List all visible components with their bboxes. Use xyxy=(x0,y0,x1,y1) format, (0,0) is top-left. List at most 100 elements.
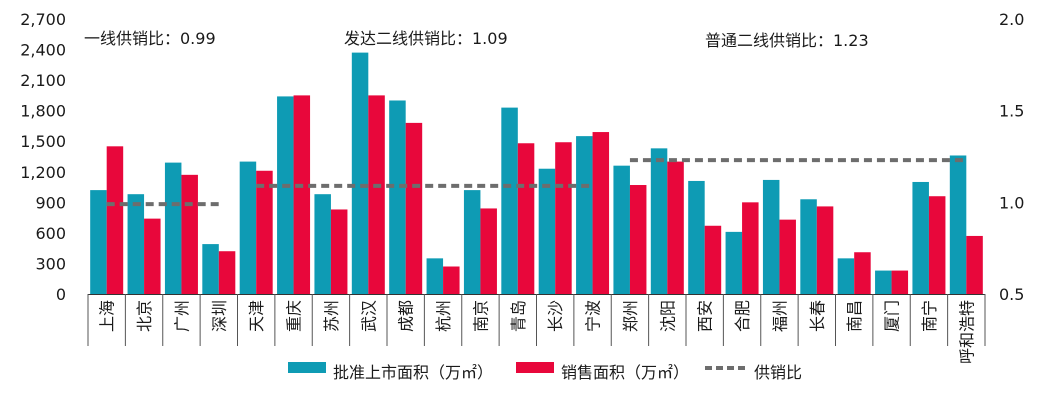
bars xyxy=(90,52,983,295)
category-label: 沈阳 xyxy=(658,300,677,332)
bar-approved xyxy=(90,190,107,294)
category-label: 广州 xyxy=(172,300,191,332)
y-left-tick-label: 300 xyxy=(35,254,66,273)
y-left-tick-label: 600 xyxy=(35,224,66,243)
y-left-tick-label: 0 xyxy=(56,285,66,304)
category-label: 苏州 xyxy=(322,300,341,332)
bar-approved xyxy=(912,181,929,294)
annotation-developed-tier2: 发达二线供销比：1.09 xyxy=(344,29,508,48)
category-label: 南京 xyxy=(471,300,490,332)
category-label: 宁波 xyxy=(584,300,603,332)
bar-sales xyxy=(443,266,460,294)
bar-sales xyxy=(368,95,385,294)
bar-approved xyxy=(576,136,593,294)
category-label: 郑州 xyxy=(621,300,640,332)
bar-sales xyxy=(891,270,909,294)
category-label: 长春 xyxy=(808,300,827,332)
bar-approved xyxy=(164,162,182,294)
bar-approved xyxy=(613,165,630,294)
category-label: 厦门 xyxy=(883,300,902,332)
bar-sales xyxy=(555,142,572,294)
bar-approved xyxy=(239,161,257,294)
bar-sales xyxy=(966,235,983,294)
annotation-tier1: 一线供销比：0.99 xyxy=(84,29,216,48)
category-label: 合肥 xyxy=(733,300,752,332)
category-label: 重庆 xyxy=(285,300,304,332)
bar-sales xyxy=(256,170,273,294)
bar-sales xyxy=(928,196,946,294)
bar-sales xyxy=(144,218,161,294)
bar-approved xyxy=(800,199,817,294)
bar-approved xyxy=(875,270,892,294)
category-label: 长沙 xyxy=(546,300,565,332)
bar-sales xyxy=(293,95,311,294)
category-label: 北京 xyxy=(135,300,154,332)
bar-sales xyxy=(218,251,236,294)
legend-label-ratio: 供销比 xyxy=(754,363,802,382)
y-left-tick-label: 900 xyxy=(35,193,66,212)
bar-sales xyxy=(704,225,722,294)
y-left-tick-label: 2,700 xyxy=(20,10,66,29)
category-label: 深圳 xyxy=(210,300,229,332)
axes: 0 300 600 900 1,200 1,500 1,800 2,100 2,400 2,700… xyxy=(20,10,1024,364)
annotation-ordinary-tier2: 普通二线供销比：1.23 xyxy=(705,31,869,50)
bar-approved xyxy=(725,231,743,294)
bar-approved xyxy=(650,148,668,294)
bar-sales xyxy=(181,174,198,294)
category-label: 呼和浩特 xyxy=(957,300,976,364)
bar-approved xyxy=(538,168,556,294)
bar-approved xyxy=(762,179,780,294)
category-label: 青岛 xyxy=(509,300,528,332)
bar-approved xyxy=(949,155,967,294)
bar-sales xyxy=(405,122,423,294)
bar-sales xyxy=(330,209,348,294)
category-label: 南昌 xyxy=(845,300,864,332)
bar-sales xyxy=(480,208,497,294)
bar-sales xyxy=(667,161,684,294)
category-label: 福州 xyxy=(770,300,789,332)
category-label: 杭州 xyxy=(434,300,453,332)
bar-sales xyxy=(592,132,610,294)
y-right-tick-label: 1.0 xyxy=(999,193,1024,212)
legend-swatch-sales xyxy=(516,362,554,373)
category-label: 天津 xyxy=(247,300,266,332)
legend-swatch-approved xyxy=(288,362,326,373)
category-label: 武汉 xyxy=(359,300,378,332)
bar-sales xyxy=(816,206,834,294)
bar-sales xyxy=(629,185,647,294)
bar-approved xyxy=(277,96,294,294)
legend-label-approved: 批准上市面积（万㎡） xyxy=(333,363,493,382)
bar-approved xyxy=(501,107,518,294)
legend-label-sales: 销售面积（万㎡） xyxy=(561,363,689,382)
legend: 批准上市面积（万㎡） 销售面积（万㎡） 供销比 xyxy=(288,362,802,382)
y-left-tick-label: 1,800 xyxy=(20,102,66,121)
y-right-tick-label: 1.5 xyxy=(999,102,1024,121)
bar-approved xyxy=(837,258,855,294)
y-left-tick-label: 2,100 xyxy=(20,71,66,90)
category-label: 西安 xyxy=(696,300,715,332)
bar-approved xyxy=(426,258,444,294)
annotations: 一线供销比：0.99 发达二线供销比：1.09 普通二线供销比：1.23 xyxy=(84,29,869,50)
category-label: 成都 xyxy=(397,300,416,332)
bar-sales xyxy=(517,143,535,294)
bar-sales xyxy=(779,219,796,294)
bar-approved xyxy=(351,52,369,294)
category-label: 上海 xyxy=(98,300,117,332)
bar-approved xyxy=(202,244,219,294)
supply-sales-ratio-lines xyxy=(106,158,967,207)
bar-sales xyxy=(106,146,124,294)
bar-approved xyxy=(314,194,331,294)
bar-approved xyxy=(688,180,705,294)
bar-sales xyxy=(854,252,871,294)
y-left-tick-label: 2,400 xyxy=(20,41,66,60)
y-right-tick-label: 2.0 xyxy=(999,10,1024,29)
bar-sales xyxy=(742,202,759,294)
y-left-tick-label: 1,500 xyxy=(20,132,66,151)
y-left-tick-label: 1,200 xyxy=(20,163,66,182)
bar-approved xyxy=(463,190,481,294)
bar-approved xyxy=(389,100,406,295)
bar-approved xyxy=(127,194,145,294)
category-label: 南宁 xyxy=(920,300,939,332)
y-right-tick-label: 0.5 xyxy=(999,285,1024,304)
